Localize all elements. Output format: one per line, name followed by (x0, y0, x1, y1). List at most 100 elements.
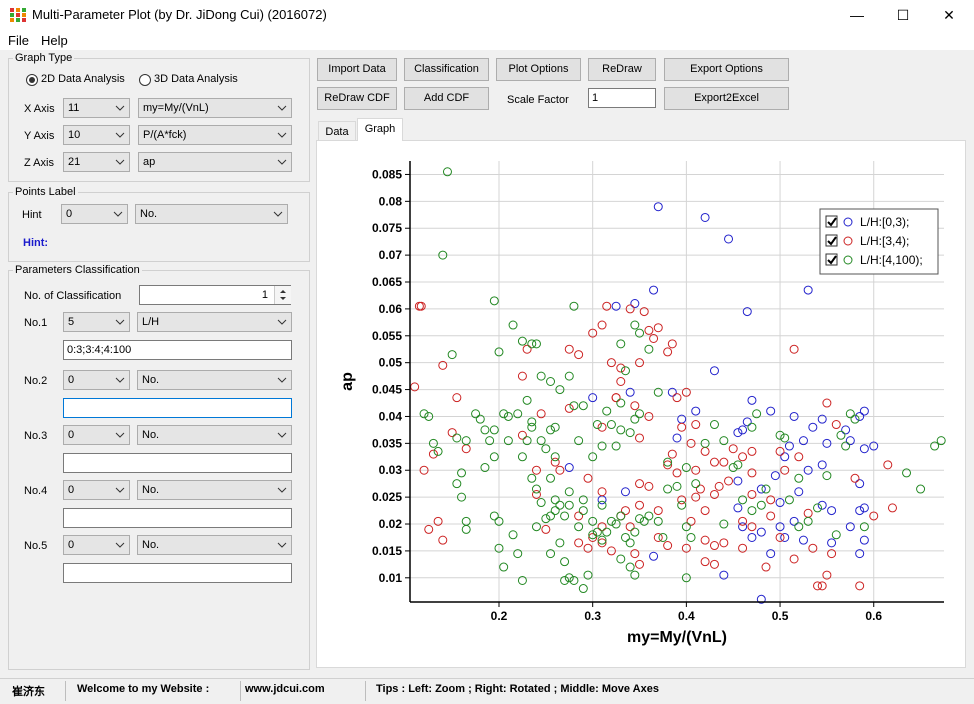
menu-help[interactable]: Help (41, 33, 68, 48)
graph-panel[interactable]: 0.01 0.015 0.02 0.025 0.03 0.035 0.04 0.045 0.05… (316, 140, 966, 668)
x-axis-param-select[interactable]: my=My/(VnL) (138, 98, 292, 118)
data-point (522, 395, 532, 405)
data-point (817, 460, 827, 470)
data-point (644, 411, 654, 421)
radio-2d[interactable] (26, 74, 38, 86)
data-point (916, 484, 926, 494)
class-row-5-param-select[interactable]: No. (137, 535, 292, 555)
series-2 (410, 301, 897, 591)
data-point (517, 452, 527, 462)
data-point (546, 377, 556, 386)
add-cdf-button[interactable]: Add CDF (404, 87, 489, 110)
data-point (574, 522, 584, 532)
data-point (635, 514, 645, 524)
data-point (733, 428, 743, 438)
data-point (653, 202, 663, 212)
redraw-button[interactable]: ReDraw (588, 58, 656, 81)
chart-axes (405, 161, 944, 607)
data-point (555, 465, 565, 475)
menu-file[interactable]: File (8, 33, 29, 48)
export-options-button[interactable]: Export Options (664, 58, 789, 81)
data-point (817, 500, 827, 510)
data-point (709, 366, 719, 376)
minimize-button[interactable]: — (834, 0, 880, 30)
class-row-2-param-select[interactable]: No. (137, 370, 292, 390)
data-point (428, 449, 438, 459)
data-point (780, 452, 790, 462)
data-point (616, 377, 626, 386)
status-website-link[interactable]: www.jdcui.com (245, 683, 325, 695)
data-point (700, 535, 710, 545)
data-point (625, 538, 635, 548)
class-row-2-ranges-input[interactable] (63, 398, 292, 418)
status-tips: Tips : Left: Zoom ; Right: Rotated ; Mid… (376, 683, 659, 695)
radio-2d-label[interactable]: 2D Data Analysis (41, 73, 125, 85)
scatter-chart[interactable]: 0.01 0.015 0.02 0.025 0.03 0.035 0.04 0.045 0.05… (317, 141, 965, 667)
scale-factor-input[interactable]: 1 (588, 88, 656, 108)
data-point (822, 471, 832, 481)
radio-3d[interactable] (139, 74, 151, 86)
y-axis-index-select[interactable]: 10 (63, 125, 130, 145)
hint-index-select[interactable]: 0 (61, 204, 128, 224)
maximize-button[interactable]: ☐ (880, 0, 926, 30)
status-author: 崔济东 (12, 686, 45, 698)
data-point (761, 484, 771, 494)
chevron-down-icon (115, 99, 125, 117)
class-row-1-index-select[interactable]: 5 (63, 312, 130, 332)
class-row-3-param-select[interactable]: No. (137, 425, 292, 445)
tab-graph[interactable]: Graph (357, 118, 403, 141)
data-point (766, 511, 776, 521)
data-point (747, 506, 757, 516)
data-point (766, 549, 776, 559)
class-row-2-index-select[interactable]: 0 (63, 370, 130, 390)
class-row-1-param-select[interactable]: L/H (137, 312, 292, 332)
tab-data[interactable]: Data (318, 121, 356, 141)
plot-options-button[interactable]: Plot Options (496, 58, 581, 81)
z-axis-param-select[interactable]: ap (138, 152, 292, 172)
data-point (808, 422, 818, 432)
data-point (681, 543, 691, 553)
app-icon (10, 8, 26, 22)
data-point (686, 438, 696, 448)
data-point (794, 522, 804, 532)
data-point (606, 358, 616, 368)
z-axis-index-select[interactable]: 21 (63, 152, 130, 172)
x-axis-index-select[interactable]: 11 (63, 98, 130, 118)
class-row-4-ranges-input[interactable] (63, 508, 292, 528)
data-point (756, 500, 766, 510)
data-point (625, 304, 635, 314)
redraw-cdf-button[interactable]: ReDraw CDF (317, 87, 397, 110)
data-point (653, 532, 663, 542)
class-row-5-index-select[interactable]: 0 (63, 535, 130, 555)
class-row-3-ranges-input[interactable] (63, 453, 292, 473)
radio-3d-label[interactable]: 3D Data Analysis (154, 73, 238, 85)
class-row-1-ranges-input[interactable]: 0:3;3:4;4:100 (63, 340, 292, 360)
classification-legend: Parameters Classification (15, 264, 140, 276)
y-tick-label: 0.045 (372, 383, 402, 397)
data-point (822, 438, 832, 448)
export-excel-button[interactable]: Export2Excel (664, 87, 789, 110)
data-point (597, 538, 607, 548)
class-row-4-param-select[interactable]: No. (137, 480, 292, 500)
data-point (635, 479, 645, 489)
data-point (709, 541, 719, 551)
classification-count-input[interactable]: 1 (139, 285, 291, 305)
import-data-button[interactable]: Import Data (317, 58, 397, 81)
hint-param-select[interactable]: No. (135, 204, 288, 224)
classification-button[interactable]: Classification (404, 58, 489, 81)
data-point (733, 460, 743, 470)
class-row-3-label: No.3 (24, 430, 48, 442)
data-point (555, 500, 565, 510)
close-button[interactable]: ✕ (926, 0, 972, 30)
data-point (789, 344, 799, 354)
class-row-4-index-select[interactable]: 0 (63, 480, 130, 500)
data-point (597, 487, 607, 497)
class-row-3-index-select[interactable]: 0 (63, 425, 130, 445)
data-point (625, 522, 635, 532)
data-point (630, 414, 640, 424)
count-spinner[interactable] (274, 286, 291, 304)
data-point (667, 339, 677, 349)
class-row-5-ranges-input[interactable] (63, 563, 292, 583)
data-point (606, 546, 616, 556)
y-axis-param-select[interactable]: P/(A*fck) (138, 125, 292, 145)
